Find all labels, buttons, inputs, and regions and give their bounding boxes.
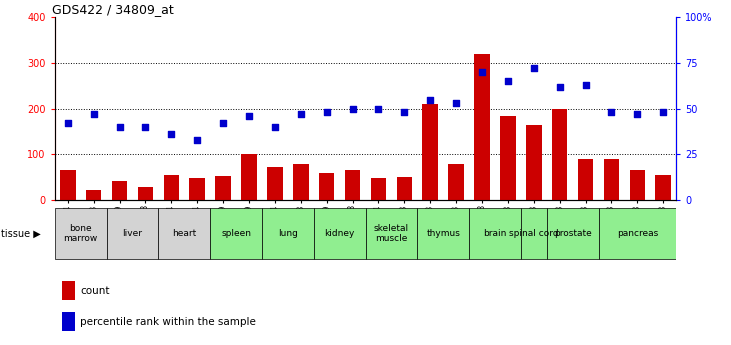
Point bbox=[502, 79, 514, 84]
Text: count: count bbox=[80, 286, 110, 296]
Text: skeletal
muscle: skeletal muscle bbox=[374, 224, 409, 244]
FancyBboxPatch shape bbox=[262, 208, 314, 259]
FancyBboxPatch shape bbox=[366, 208, 417, 259]
Point bbox=[88, 111, 99, 117]
Bar bbox=[474, 54, 490, 200]
Bar bbox=[319, 172, 334, 200]
FancyBboxPatch shape bbox=[55, 208, 107, 259]
Text: pancreas: pancreas bbox=[617, 229, 658, 238]
Bar bbox=[241, 155, 257, 200]
Point bbox=[425, 97, 436, 102]
Text: bone
marrow: bone marrow bbox=[64, 224, 98, 244]
Text: tissue ▶: tissue ▶ bbox=[1, 229, 40, 239]
Bar bbox=[526, 125, 542, 200]
FancyBboxPatch shape bbox=[547, 208, 599, 259]
Point bbox=[217, 120, 229, 126]
Point bbox=[398, 110, 410, 115]
Point bbox=[346, 106, 358, 111]
Bar bbox=[293, 164, 308, 200]
Point bbox=[62, 120, 74, 126]
Point bbox=[632, 111, 643, 117]
Point bbox=[450, 100, 462, 106]
Point bbox=[554, 84, 566, 89]
Bar bbox=[656, 175, 671, 200]
Text: percentile rank within the sample: percentile rank within the sample bbox=[80, 317, 257, 327]
Point bbox=[140, 124, 151, 130]
Bar bbox=[189, 178, 205, 200]
Bar bbox=[500, 116, 515, 200]
Text: GDS422 / 34809_at: GDS422 / 34809_at bbox=[52, 3, 173, 16]
FancyBboxPatch shape bbox=[159, 208, 211, 259]
FancyBboxPatch shape bbox=[599, 208, 676, 259]
Bar bbox=[371, 178, 386, 200]
Bar bbox=[267, 167, 283, 200]
Point bbox=[528, 66, 539, 71]
Bar bbox=[216, 176, 231, 200]
Bar bbox=[112, 181, 127, 200]
Text: spleen: spleen bbox=[221, 229, 251, 238]
Point bbox=[321, 110, 333, 115]
Text: spinal cord: spinal cord bbox=[509, 229, 558, 238]
Text: liver: liver bbox=[123, 229, 143, 238]
Bar bbox=[604, 159, 619, 200]
Bar bbox=[552, 109, 567, 200]
FancyBboxPatch shape bbox=[211, 208, 262, 259]
Point bbox=[295, 111, 306, 117]
FancyBboxPatch shape bbox=[314, 208, 366, 259]
Text: thymus: thymus bbox=[426, 229, 460, 238]
Point bbox=[114, 124, 126, 130]
FancyBboxPatch shape bbox=[107, 208, 159, 259]
Text: heart: heart bbox=[172, 229, 197, 238]
Bar bbox=[164, 175, 179, 200]
Bar bbox=[423, 104, 438, 200]
FancyBboxPatch shape bbox=[469, 208, 521, 259]
Point bbox=[605, 110, 617, 115]
Text: brain: brain bbox=[483, 229, 507, 238]
Point bbox=[476, 69, 488, 75]
Bar bbox=[577, 159, 594, 200]
Bar bbox=[448, 164, 464, 200]
Point bbox=[580, 82, 591, 88]
Text: kidney: kidney bbox=[325, 229, 355, 238]
Point bbox=[192, 137, 203, 142]
Bar bbox=[86, 190, 102, 200]
Bar bbox=[396, 177, 412, 200]
Point bbox=[269, 124, 281, 130]
Text: prostate: prostate bbox=[554, 229, 591, 238]
Point bbox=[373, 106, 385, 111]
Point bbox=[657, 110, 669, 115]
Point bbox=[165, 131, 177, 137]
Point bbox=[243, 113, 255, 119]
Bar bbox=[629, 170, 645, 200]
Text: lung: lung bbox=[278, 229, 298, 238]
Bar bbox=[60, 170, 75, 200]
FancyBboxPatch shape bbox=[417, 208, 469, 259]
Bar bbox=[345, 170, 360, 200]
FancyBboxPatch shape bbox=[521, 208, 547, 259]
Bar bbox=[137, 187, 154, 200]
